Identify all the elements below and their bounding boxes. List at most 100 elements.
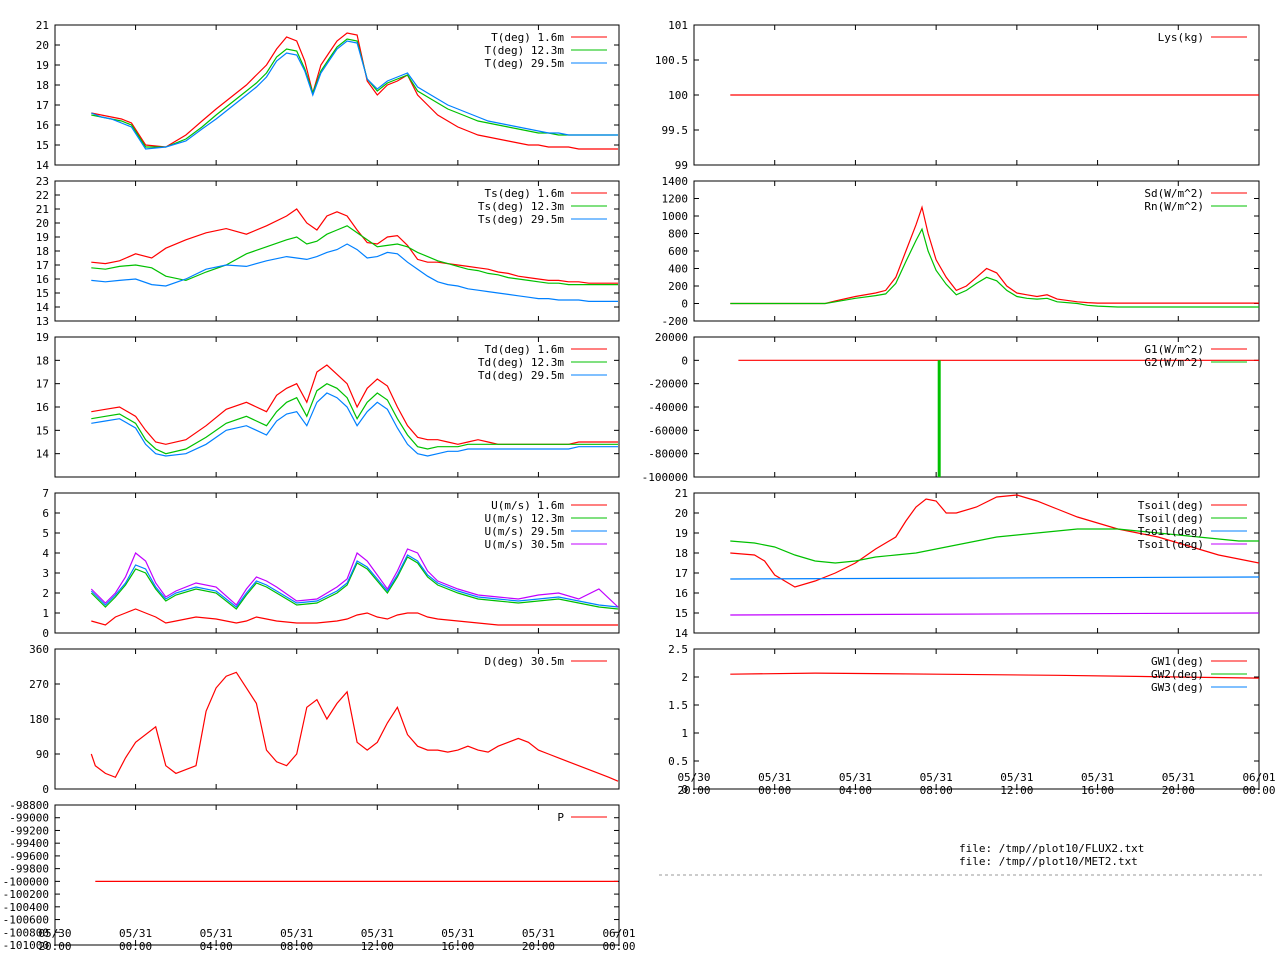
- panel-T-legend-label-1: T(deg) 12.3m: [485, 44, 565, 57]
- panel-G-ytick-0: -100000: [642, 471, 688, 484]
- panel-Tsoil-series-2: [730, 576, 1259, 580]
- panel-D: 0 90 180 270 360 D(deg) 30.5m: [29, 643, 620, 796]
- panel-U-frame: [54, 492, 620, 634]
- right-axis-xtick-date-6: 05/31: [1162, 771, 1195, 784]
- right-axis-xtick-time-3: 08:00: [920, 784, 953, 797]
- panel-U-ytick-0: 0: [42, 627, 49, 640]
- panel-U-series-2: [90, 554, 619, 608]
- panel-Rad-series-group: [730, 205, 1259, 308]
- panel-Td-ytick-4: 18: [36, 354, 49, 367]
- panel-P-ytick-4: -100200: [3, 888, 49, 901]
- panel-GW-ytick-4: 2: [681, 671, 688, 684]
- panel-G-legend-label-1: G2(W/m^2): [1144, 356, 1204, 369]
- right-axis-xtick-time-0: 20:00: [677, 784, 710, 797]
- panel-T-ytick-4: 18: [36, 79, 49, 92]
- panel-Rad-series-0: [730, 205, 1259, 305]
- panel-U-series-1: [90, 556, 619, 610]
- panel-Ts-ytick-1: 14: [36, 301, 50, 314]
- panel-T-series-2: [91, 40, 618, 150]
- panel-T-ytick-1: 15: [36, 139, 49, 152]
- panel-Tsoil-series-group: [730, 494, 1259, 616]
- panel-U-series-3: [90, 548, 619, 608]
- panel-GW-ytick-3: 1.5: [668, 699, 688, 712]
- panel-Td-ytick-5: 19: [36, 331, 49, 344]
- panel-U-legend-label-2: U(m/s) 29.5m: [485, 525, 565, 538]
- left-axis-xtick-date-1: 05/31: [119, 927, 152, 940]
- panel-Lys-ytick-4: 101: [668, 19, 688, 32]
- panel-P-ytick-11: -98800: [9, 799, 49, 812]
- right-axis-xtick-time-5: 16:00: [1081, 784, 1114, 797]
- panel-T-ytick-7: 21: [36, 19, 49, 32]
- panel-D-ytick-3: 270: [29, 678, 49, 691]
- left-axis-xtick-date-0: 05/30: [38, 927, 71, 940]
- panel-P: -101000-100800-100600-100400-100200-1000…: [3, 799, 620, 952]
- panel-P-ytick-8: -99400: [9, 837, 49, 850]
- panel-Lys-ytick-1: 99.5: [662, 124, 689, 137]
- panel-D-ytick-2: 180: [29, 713, 49, 726]
- panel-T-series-0: [91, 32, 618, 150]
- panel-U-ytick-4: 4: [42, 547, 49, 560]
- panel-Tsoil-ytick-5: 19: [675, 527, 688, 540]
- right-axis-xtick-date-1: 05/31: [758, 771, 791, 784]
- panel-Rad-ytick-1: 0: [681, 298, 688, 311]
- panel-Tsoil-series-1: [730, 528, 1259, 564]
- panel-T-ytick-3: 17: [36, 99, 49, 112]
- panel-T-series-group: [91, 32, 618, 150]
- panel-D-legend-label-0: D(deg) 30.5m: [485, 655, 565, 668]
- right-axis-xtick-time-7: 00:00: [1242, 784, 1275, 797]
- panel-P-frame: [54, 804, 620, 946]
- panel-D-frame: [54, 648, 620, 790]
- right-axis-xtick-time-1: 00:00: [758, 784, 791, 797]
- panel-P-ytick-3: -100400: [3, 901, 49, 914]
- panel-T: 14 15 16 17 18 19 20 21 T(deg) 1.6mT(deg) 12.3mT…: [36, 19, 620, 172]
- panel-P-ytick-9: -99200: [9, 824, 49, 837]
- panel-T-ytick-2: 16: [36, 119, 49, 132]
- panel-Tsoil-legend-label-2: Tsoil(deg): [1138, 525, 1204, 538]
- panel-Rad-ytick-3: 400: [668, 263, 688, 276]
- panel-GW-frame: [693, 648, 1260, 790]
- panel-Tsoil-ytick-2: 16: [675, 587, 688, 600]
- left-axis-xtick-time-5: 16:00: [441, 940, 474, 953]
- panel-Ts-legend-label-0: Ts(deg) 1.6m: [485, 187, 565, 200]
- panel-U-series-group: [90, 548, 619, 626]
- panel-G: -100000 -80000 -60000 -40000 -20000 0 20000 G1(…: [642, 331, 1260, 484]
- panel-GW-legend-label-2: GW3(deg): [1151, 681, 1204, 694]
- panel-Ts-ytick-9: 22: [36, 189, 49, 202]
- panel-Lys-ytick-0: 99: [675, 159, 688, 172]
- panel-Rad-ytick-8: 1400: [662, 175, 689, 188]
- right-axis-xtick-date-7: 06/01: [1242, 771, 1275, 784]
- panel-Td-series-2: [91, 392, 618, 457]
- left-axis-xtick-time-7: 00:00: [602, 940, 635, 953]
- panel-Ts-ytick-4: 17: [36, 259, 49, 272]
- panel-GW: 0 0.5 1 1.5 2 2.5 GW1(deg)GW2(deg)GW3(deg): [668, 643, 1260, 796]
- panel-Tsoil-legend-label-0: Tsoil(deg): [1138, 499, 1204, 512]
- left-axis-xtick-date-4: 05/31: [361, 927, 394, 940]
- right-axis-xtick-date-5: 05/31: [1081, 771, 1114, 784]
- panel-Td-series-1: [91, 383, 618, 455]
- left-axis-xtick-time-0: 20:00: [38, 940, 71, 953]
- panel-G-legend-label-0: G1(W/m^2): [1144, 343, 1204, 356]
- panel-Tsoil-series-0: [730, 494, 1259, 588]
- panel-GW-ytick-5: 2.5: [668, 643, 688, 656]
- panel-G-ytick-2: -60000: [648, 424, 688, 437]
- left-axis-xtick-time-6: 20:00: [522, 940, 555, 953]
- file-info-line-0: file: /tmp//plot10/FLUX2.txt: [959, 842, 1144, 855]
- panel-Ts-ytick-3: 16: [36, 273, 49, 286]
- left-axis-xtick-date-6: 05/31: [522, 927, 555, 940]
- panel-Ts-ytick-7: 20: [36, 217, 49, 230]
- panel-G-ytick-5: 0: [681, 354, 688, 367]
- panel-Tsoil-series-3: [730, 612, 1259, 616]
- left-axis-xtick-time-4: 12:00: [361, 940, 394, 953]
- panel-Tsoil-ytick-6: 20: [675, 507, 688, 520]
- panel-G-ytick-3: -40000: [648, 401, 688, 414]
- panel-Rad-ytick-7: 1200: [662, 193, 689, 206]
- panel-U-ytick-5: 5: [42, 527, 49, 540]
- panel-U-ytick-2: 2: [42, 587, 49, 600]
- right-axis-xtick-time-2: 04:00: [839, 784, 872, 797]
- panel-Ts-series-0: [91, 208, 618, 284]
- panel-G-ytick-4: -20000: [648, 378, 688, 391]
- panel-Ts-legend-label-1: Ts(deg) 12.3m: [478, 200, 564, 213]
- panel-Tsoil-ytick-7: 21: [675, 487, 688, 500]
- panel-D-ytick-0: 0: [42, 783, 49, 796]
- panel-T-frame: [54, 24, 620, 166]
